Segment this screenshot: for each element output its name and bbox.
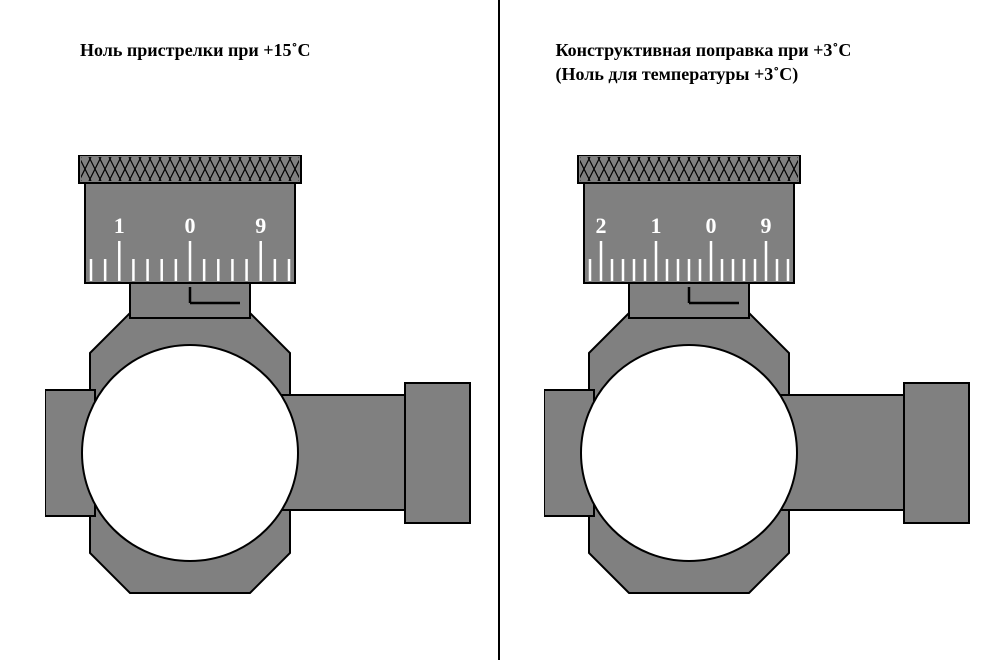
right-panel: Конструктивная поправка при +3˚С (Ноль д… bbox=[499, 0, 997, 660]
right-title-2: (Ноль для температуры +3˚С) bbox=[556, 64, 799, 85]
eyepiece-ring bbox=[405, 383, 470, 523]
svg-text:2: 2 bbox=[595, 213, 606, 238]
lens-circle bbox=[82, 345, 298, 561]
eyepiece-tube bbox=[780, 395, 910, 510]
svg-text:9: 9 bbox=[255, 213, 266, 238]
svg-text:1: 1 bbox=[650, 213, 661, 238]
lens-circle bbox=[581, 345, 797, 561]
svg-text:1: 1 bbox=[114, 213, 125, 238]
eyepiece-ring bbox=[904, 383, 969, 523]
svg-text:0: 0 bbox=[185, 213, 196, 238]
right-title-1: Конструктивная поправка при +3˚С bbox=[556, 40, 852, 61]
svg-text:0: 0 bbox=[705, 213, 716, 238]
diagram-container: Ноль пристрелки при +15˚С 1 0 9 bbox=[0, 0, 997, 660]
left-panel: Ноль пристрелки при +15˚С 1 0 9 bbox=[0, 0, 499, 660]
eyepiece-tube bbox=[281, 395, 411, 510]
left-scope-diagram: 1 0 9 bbox=[45, 155, 485, 595]
right-scope-diagram: 2 1 0 9 bbox=[544, 155, 984, 595]
left-title: Ноль пристрелки при +15˚С bbox=[80, 40, 311, 61]
svg-text:9: 9 bbox=[760, 213, 771, 238]
